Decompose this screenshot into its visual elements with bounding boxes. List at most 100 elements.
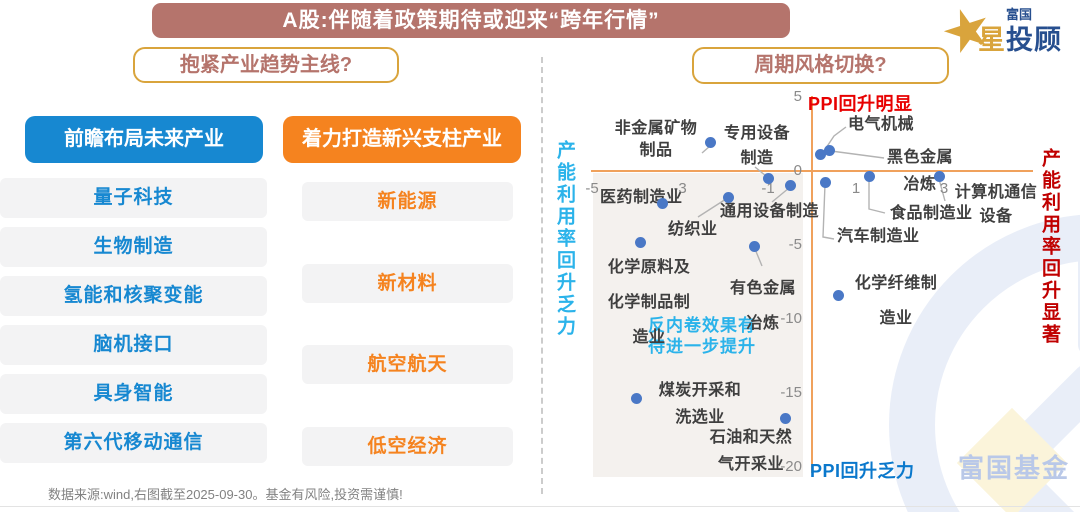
scatter-point-label: 化学原料及化学制品制造业 (549, 250, 749, 355)
scatter-point-label-line: 制品 (639, 142, 673, 159)
scatter-point-label-line: 冶炼 (746, 315, 780, 332)
scatter-point (832, 289, 844, 301)
scatter-point-label-line: 有色金属 (729, 280, 796, 297)
pillar-industry-item: 新能源 (302, 182, 513, 221)
scatter-point-label: 非金属矿物 制品 (556, 118, 756, 162)
leader-line (868, 178, 886, 214)
chart-annotation: 反内卷效果有 待进一步提升 (648, 316, 756, 356)
scatter-point (705, 137, 717, 149)
scatter-point-label-line: 化学原料及 (607, 259, 691, 276)
scatter-point-label-line: 纺织业 (668, 221, 718, 238)
future-industry-item: 脑机接口 (0, 325, 267, 365)
leader-line (697, 198, 727, 218)
future-industries-header: 前瞻布局未来产业 (25, 116, 263, 163)
future-industry-item: 量子科技 (0, 178, 267, 218)
x-axis-tick: -1 (761, 180, 775, 197)
scatter-point-label-line: 化学纤维制 (854, 275, 938, 292)
scatter-point (630, 393, 642, 405)
scatter-point-label-line: 造业 (632, 329, 666, 346)
watermark-brand-text: 富国基金 (958, 453, 1071, 483)
scatter-point-label-line: 冶炼 (903, 176, 937, 193)
scatter-point (819, 176, 831, 188)
x-axis-tick: -5 (585, 180, 599, 197)
scatter-point-label-line: 煤炭开采和 (658, 382, 742, 399)
y-axis-tick: -5 (788, 236, 802, 253)
scatter-point-label-line: 造业 (879, 310, 913, 327)
scatter-point (824, 144, 836, 156)
future-industry-item: 氢能和核聚变能 (0, 276, 267, 316)
scatter-point (634, 236, 646, 248)
section-divider (541, 57, 543, 494)
pillar-industries-header: 着力打造新兴支柱产业 (283, 116, 521, 163)
y-axis-negative-label: PPI回升乏力 (810, 461, 915, 481)
x-axis-tick: -3 (673, 180, 687, 197)
x-axis-tick: 1 (851, 180, 861, 197)
scatter-point-label: 黑色金属 冶炼 (820, 144, 1020, 198)
y-axis-tick: -20 (780, 458, 802, 475)
scatter-point-label: 石油和天然 气开采业 (651, 424, 851, 478)
pillar-industry-item: 航空航天 (302, 345, 513, 384)
scatter-point-label: 专用设备 制造 (657, 121, 857, 171)
scatter-point-label-line: 设备 (979, 208, 1013, 225)
disclaimer-text: 数据来源:wind,右图截至2025-09-30。基金有风险,投资需谨慎! (48, 487, 403, 502)
scatter-point (784, 180, 796, 192)
scatter-point-label-line: 专用设备 (723, 125, 790, 142)
scatter-point-label-line: 石油和天然 (709, 429, 793, 446)
brand-logo-top-text: 富国 (1006, 7, 1033, 22)
chart-quadrant-shading (593, 173, 803, 477)
future-industry-item: 生物制造 (0, 227, 267, 267)
scatter-point-label-line: 计算机通信 (954, 184, 1038, 201)
scatter-point (656, 198, 668, 210)
x-axis-tick: 3 (939, 180, 949, 197)
left-section-question: 抱紧产业趋势主线? (133, 47, 399, 83)
scatter-point-label-line: 洗选业 (675, 409, 725, 426)
brand-logo: 富国 星 投顾 (940, 2, 1080, 54)
leader-line (822, 183, 835, 240)
x-axis-positive-label: 产能利用率回升显著 (1039, 148, 1060, 346)
scatter-point (780, 412, 792, 424)
scatter-point-label-line: 黑色金属 (886, 149, 953, 166)
bottom-rule (0, 506, 1080, 507)
y-axis-tick: -10 (780, 310, 802, 327)
scatter-point-label: 食品制造业 (890, 205, 973, 223)
leader-line (754, 248, 763, 267)
leader-line (938, 178, 946, 202)
right-section-question: 周期风格切换? (692, 47, 949, 84)
scatter-point-label-line: 非金属矿物 (614, 120, 698, 137)
scatter-point (749, 240, 761, 252)
y-axis-tick: 5 (793, 88, 802, 105)
scatter-point-label: 汽车制造业 (837, 228, 920, 246)
scatter-point (934, 171, 946, 183)
brand-logo-rest-text: 投顾 (1006, 25, 1062, 55)
scatter-point-label: 电气机械 (848, 116, 914, 134)
pillar-industry-item: 新材料 (302, 264, 513, 303)
scatter-point-label-line: 食品制造业 (890, 205, 973, 222)
page-title: A股:伴随着政策期待或迎来“跨年行情” (152, 3, 790, 38)
scatter-point-label-line: 化学制品制 (607, 294, 691, 311)
scatter-point-label: 化学纤维制 造业 (796, 266, 996, 336)
brand-logo-star-char: 星 (978, 25, 1005, 55)
scatter-point-label: 通用设备制造 (720, 203, 819, 221)
scatter-point-label: 医药制造业 (600, 189, 683, 207)
scatter-point-label-line: 气开采业 (717, 456, 784, 473)
future-industry-item: 具身智能 (0, 374, 267, 414)
y-axis-tick: 0 (793, 162, 802, 179)
scatter-point-label: 煤炭开采和 洗选业 (600, 377, 800, 431)
scatter-point (815, 149, 827, 161)
pillar-industry-item: 低空经济 (302, 427, 513, 466)
y-axis-positive-label: PPI回升明显 (808, 94, 913, 114)
scatter-point (762, 172, 774, 184)
scatter-point (863, 170, 875, 182)
leader-line (771, 187, 790, 203)
scatter-point-label-line: 通用设备制造 (720, 203, 820, 220)
scatter-point-label-line: 电气机械 (848, 116, 915, 133)
scatter-point-label: 纺织业 (668, 221, 718, 239)
scatter-point-label: 有色金属 冶炼 (663, 271, 863, 341)
scatter-point-label-line: 医药制造业 (600, 189, 683, 206)
scatter-point-label: 计算机通信 设备 (896, 181, 1080, 229)
y-axis-tick: -15 (780, 384, 802, 401)
scatter-point (722, 192, 734, 204)
scatter-point-label-line: 汽车制造业 (837, 228, 920, 245)
